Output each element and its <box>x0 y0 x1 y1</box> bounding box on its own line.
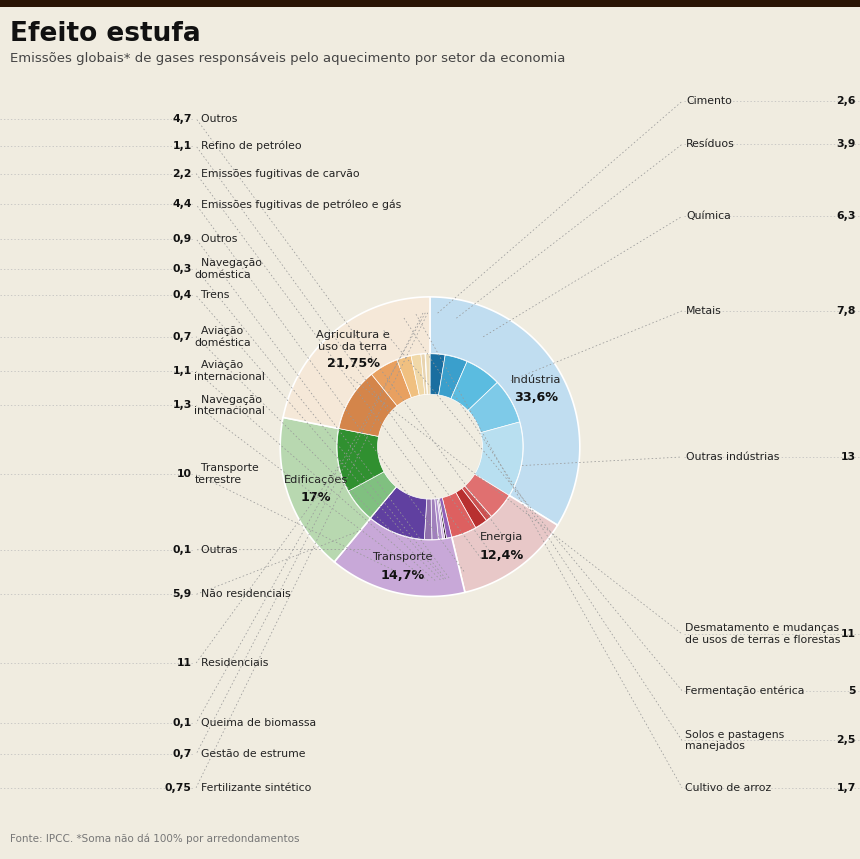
Polygon shape <box>430 297 580 525</box>
Text: 0,75: 0,75 <box>165 783 192 793</box>
Text: Queima de biomassa: Queima de biomassa <box>194 718 316 728</box>
Text: Fermentação entérica: Fermentação entérica <box>685 685 804 696</box>
Text: Trens: Trens <box>194 290 230 301</box>
Polygon shape <box>431 499 439 539</box>
Text: 11: 11 <box>177 658 192 668</box>
Polygon shape <box>462 486 491 521</box>
Text: 7,8: 7,8 <box>836 306 856 316</box>
Text: 0,1: 0,1 <box>173 545 192 555</box>
Text: 5,9: 5,9 <box>173 589 192 600</box>
Text: 0,1: 0,1 <box>173 718 192 728</box>
Text: Cimento: Cimento <box>686 96 732 107</box>
Text: Aviação
internacional: Aviação internacional <box>194 360 265 382</box>
Text: Emissões fugitivas de petróleo e gás: Emissões fugitivas de petróleo e gás <box>194 199 402 210</box>
Polygon shape <box>335 518 465 596</box>
Bar <box>0 0 860 7</box>
Text: 0,7: 0,7 <box>172 332 192 342</box>
Text: 21,75%: 21,75% <box>327 356 379 370</box>
Polygon shape <box>437 498 445 539</box>
Text: Não residenciais: Não residenciais <box>194 589 291 600</box>
Text: Agricultura e
uso da terra: Agricultura e uso da terra <box>316 330 390 351</box>
Text: 0,9: 0,9 <box>173 234 192 244</box>
Text: Outros: Outros <box>194 234 237 244</box>
Text: 3,9: 3,9 <box>836 139 856 149</box>
Polygon shape <box>283 297 430 429</box>
Text: 1,7: 1,7 <box>836 783 856 793</box>
Text: Outras: Outras <box>194 545 238 555</box>
Text: 1,1: 1,1 <box>173 141 192 151</box>
Polygon shape <box>464 474 509 516</box>
Polygon shape <box>456 489 487 527</box>
Text: Transporte: Transporte <box>372 552 433 563</box>
Text: 14,7%: 14,7% <box>380 569 425 582</box>
Text: Transporte
terrestre: Transporte terrestre <box>194 463 259 485</box>
Text: Residenciais: Residenciais <box>194 658 268 668</box>
Polygon shape <box>425 354 427 394</box>
Polygon shape <box>439 355 467 399</box>
Text: 33,6%: 33,6% <box>514 392 558 405</box>
Polygon shape <box>434 498 442 539</box>
Polygon shape <box>397 356 420 398</box>
Text: Emissões fugitivas de carvão: Emissões fugitivas de carvão <box>194 168 360 179</box>
Polygon shape <box>451 362 497 411</box>
Text: 5: 5 <box>848 685 856 696</box>
Text: Fertilizante sintético: Fertilizante sintético <box>194 783 311 793</box>
Text: Navegação
doméstica: Navegação doméstica <box>194 258 262 280</box>
Text: Emissões globais* de gases responsáveis pelo aquecimento por setor da economia: Emissões globais* de gases responsáveis … <box>10 52 566 64</box>
Text: 11: 11 <box>841 629 856 639</box>
Polygon shape <box>280 417 371 562</box>
Text: Outras indústrias: Outras indústrias <box>686 452 780 462</box>
Text: 2,2: 2,2 <box>172 168 192 179</box>
Text: 13: 13 <box>840 452 856 462</box>
Polygon shape <box>426 354 430 394</box>
Polygon shape <box>452 496 557 593</box>
Text: Aviação
doméstica: Aviação doméstica <box>194 326 251 348</box>
Text: 6,3: 6,3 <box>836 211 856 222</box>
Text: 1,3: 1,3 <box>172 400 192 411</box>
Text: Outros: Outros <box>194 113 237 124</box>
Polygon shape <box>337 429 384 491</box>
Text: 0,4: 0,4 <box>172 290 192 301</box>
Polygon shape <box>424 499 432 539</box>
Polygon shape <box>348 472 396 518</box>
Polygon shape <box>370 487 396 518</box>
Polygon shape <box>372 360 411 406</box>
Text: 4,4: 4,4 <box>172 199 192 210</box>
Text: Navegação
internacional: Navegação internacional <box>194 394 265 417</box>
Text: Efeito estufa: Efeito estufa <box>10 21 201 47</box>
Text: Cultivo de arroz: Cultivo de arroz <box>685 783 771 793</box>
Polygon shape <box>421 354 427 394</box>
Polygon shape <box>439 498 446 539</box>
Polygon shape <box>430 354 445 395</box>
Text: 17%: 17% <box>300 491 331 504</box>
Polygon shape <box>371 487 427 539</box>
Text: Metais: Metais <box>686 306 722 316</box>
Text: Desmatamento e mudanças
de usos de terras e florestas: Desmatamento e mudanças de usos de terra… <box>685 623 840 645</box>
Text: Indústria: Indústria <box>511 375 561 385</box>
Polygon shape <box>339 375 397 436</box>
Polygon shape <box>411 354 425 395</box>
Text: 10: 10 <box>177 469 192 479</box>
Text: Química: Química <box>686 211 731 222</box>
Text: 12,4%: 12,4% <box>479 549 524 562</box>
Text: Energia: Energia <box>480 533 523 542</box>
Text: 1,1: 1,1 <box>173 366 192 376</box>
Text: Resíduos: Resíduos <box>686 139 735 149</box>
Text: Refino de petróleo: Refino de petróleo <box>194 141 302 151</box>
Polygon shape <box>468 382 519 433</box>
Text: Edificações: Edificações <box>284 475 347 484</box>
Polygon shape <box>439 497 452 538</box>
Text: Gestão de estrume: Gestão de estrume <box>194 749 306 759</box>
Polygon shape <box>442 492 476 537</box>
Polygon shape <box>475 422 523 496</box>
Text: 2,5: 2,5 <box>836 735 856 746</box>
Text: 0,7: 0,7 <box>172 749 192 759</box>
Text: Fonte: IPCC. *Soma não dá 100% por arredondamentos: Fonte: IPCC. *Soma não dá 100% por arred… <box>10 833 300 844</box>
Text: 2,6: 2,6 <box>836 96 856 107</box>
Text: Solos e pastagens
manejados: Solos e pastagens manejados <box>685 729 783 752</box>
Text: 4,7: 4,7 <box>172 113 192 124</box>
Text: 0,3: 0,3 <box>172 264 192 274</box>
